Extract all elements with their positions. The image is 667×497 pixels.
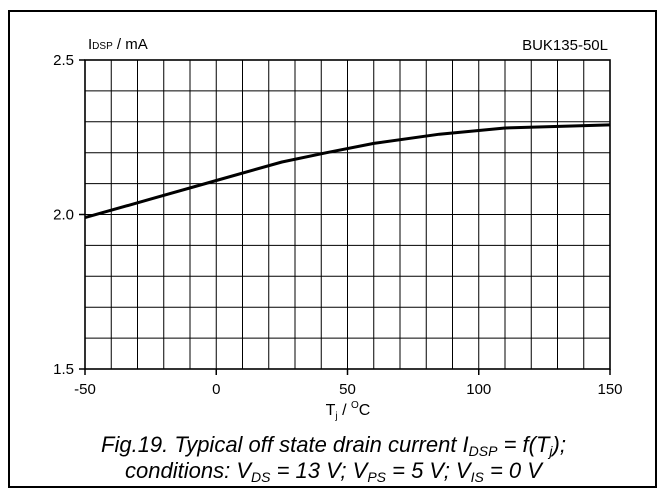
y-tick-label: 1.5 — [53, 361, 74, 378]
grid — [85, 60, 610, 369]
device-label: BUK135-50L — [522, 37, 608, 54]
x-tick-label: 150 — [597, 381, 622, 398]
y-axis-label: IDSP / mA — [88, 36, 148, 53]
axis-ticks: -50 0 50 100 150 1.5 2.0 2.5 — [53, 52, 622, 398]
series-line — [84, 123, 611, 220]
figure-frame — [8, 10, 657, 488]
x-tick-label: 0 — [212, 381, 220, 398]
y-tick-label: 2.5 — [53, 52, 74, 69]
figure-caption-line-1: Fig.19. Typical off state drain current … — [101, 432, 566, 459]
x-tick-label: 100 — [466, 381, 491, 398]
figure-caption-line-2: conditions: VDS = 13 V; VPS = 5 V; VIS =… — [125, 458, 542, 485]
y-tick-label: 2.0 — [53, 207, 74, 224]
x-tick-label: -50 — [74, 381, 96, 398]
x-axis-label: Tj / OC — [326, 400, 371, 422]
x-tick-label: 50 — [339, 381, 356, 398]
